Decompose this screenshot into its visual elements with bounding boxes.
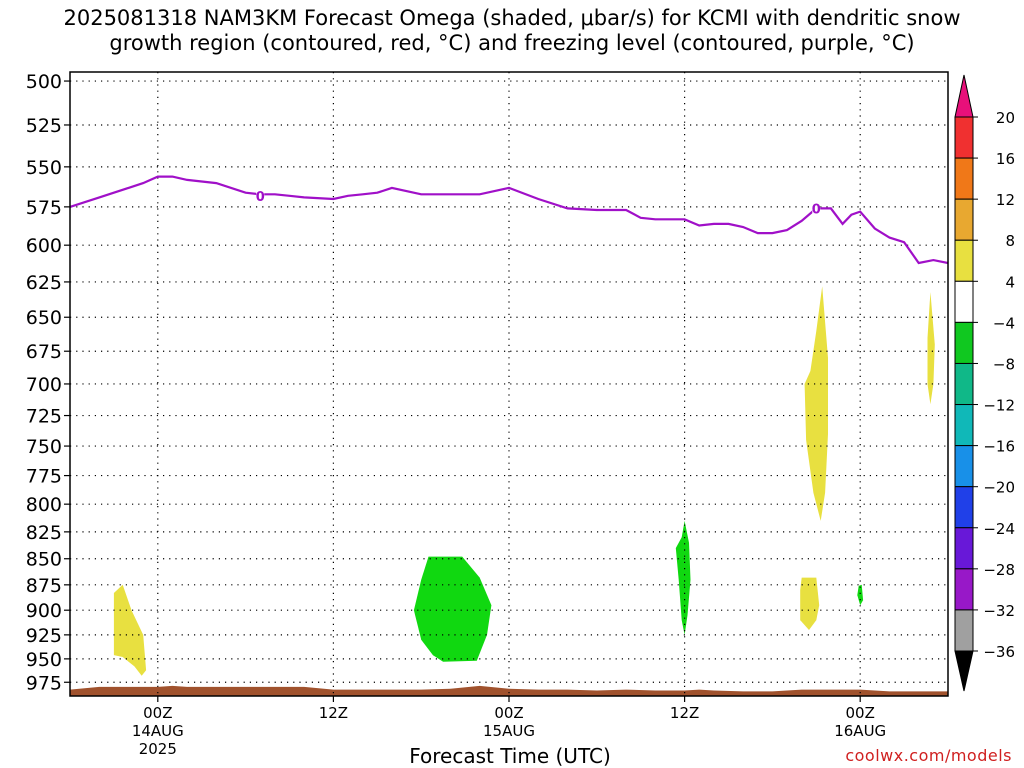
- colorbar-box-11: [954, 568, 974, 611]
- y-tick-label-825: 825: [26, 522, 62, 544]
- grid-lines: [70, 72, 948, 696]
- y-tick-label-575: 575: [26, 197, 62, 219]
- y-tick-label-850: 850: [26, 549, 62, 571]
- colorbar-label-9: −20: [983, 479, 1015, 497]
- y-tick-label-550: 550: [26, 157, 62, 179]
- colorbar-label-12: −32: [983, 602, 1015, 620]
- colorbar-label-7: −12: [983, 397, 1015, 415]
- freezing-level-label-0: 0: [256, 190, 265, 205]
- x-tick-label-24-1: 00Z: [494, 704, 523, 722]
- freezing-label-bg-0: [256, 188, 265, 203]
- colorbar-label-2: 12: [996, 191, 1015, 209]
- y-tick-label-525: 525: [26, 115, 62, 137]
- y-tick-label-700: 700: [26, 374, 62, 396]
- y-axis: 500 525 550 575 600 625 650 675 700 725 750 775 800 8…: [26, 71, 70, 694]
- y-tick-label-675: 675: [26, 341, 62, 363]
- x-tick-label-0-3: 2025: [139, 740, 177, 758]
- colorbar-box-0: [954, 116, 974, 159]
- omega-region-5: [857, 584, 864, 606]
- x-tick-label-36-1: 12Z: [670, 704, 699, 722]
- omega-regions: [70, 286, 948, 696]
- colorbar-label-6: −8: [993, 355, 1015, 373]
- colorbar-label-1: 16: [996, 150, 1015, 168]
- x-tick-label-24-2: 15AUG: [483, 722, 535, 740]
- colorbar-box-6: [954, 362, 974, 406]
- y-tick-label-750: 750: [26, 436, 62, 458]
- y-tick-label-975: 975: [26, 672, 62, 694]
- chart-title: 2025081318 NAM3KM Forecast Omega (shaded…: [0, 6, 1024, 56]
- x-tick-label-0-1: 00Z: [143, 704, 172, 722]
- colorbar-box-9: [954, 486, 974, 529]
- y-tick-label-800: 800: [26, 494, 62, 516]
- colorbar-label-11: −28: [983, 561, 1015, 579]
- colorbar-box-1: [954, 157, 974, 200]
- freezing-label-bg-1: [812, 201, 821, 216]
- omega-colorbar: 20 16 12 8 4 −4 −8 −12 −16 −20 −24 −28 −32 −36: [954, 74, 1015, 692]
- y-tick-label-925: 925: [26, 625, 62, 647]
- x-tick-label-48-2: 16AUG: [834, 722, 886, 740]
- y-tick-label-900: 900: [26, 600, 62, 622]
- omega-region-4: [800, 577, 820, 630]
- x-tick-label-48-1: 00Z: [846, 704, 875, 722]
- colorbar-label-0: 20: [996, 109, 1015, 127]
- chart-title-line2: growth region (contoured, red, °C) and f…: [109, 31, 915, 55]
- x-tick-label-0-2: 14AUG: [132, 722, 184, 740]
- y-tick-label-625: 625: [26, 272, 62, 294]
- x-axis-label: Forecast Time (UTC): [409, 744, 611, 768]
- y-tick-label-950: 950: [26, 649, 62, 671]
- colorbar-box-2: [954, 198, 974, 241]
- colorbar-box-3: [954, 239, 974, 282]
- omega-region-3: [804, 286, 828, 521]
- colorbar-label-5: −4: [993, 314, 1015, 332]
- colorbar-box-7: [954, 404, 974, 447]
- colorbar-label-3: 8: [1005, 232, 1015, 250]
- x-tick-label-12-1: 12Z: [319, 704, 348, 722]
- omega-region-6: [927, 292, 935, 405]
- y-tick-label-875: 875: [26, 575, 62, 597]
- y-tick-label-600: 600: [26, 235, 62, 257]
- omega-region-2: [675, 520, 691, 635]
- y-tick-label-725: 725: [26, 406, 62, 428]
- y-tick-label-775: 775: [26, 466, 62, 488]
- colorbar-label-10: −24: [983, 520, 1015, 538]
- colorbar-label-8: −16: [983, 438, 1015, 456]
- freezing-level-line: [70, 175, 948, 265]
- colorbar-label-13: −36: [983, 643, 1015, 661]
- credit-text: coolwx.com/models: [845, 746, 1012, 765]
- omega-region-1: [413, 556, 492, 662]
- chart-title-line1: 2025081318 NAM3KM Forecast Omega (shaded…: [63, 6, 961, 30]
- colorbar-bottom-arrow: [954, 650, 974, 692]
- colorbar-box-8: [954, 445, 974, 488]
- omega-region-0: [113, 584, 147, 676]
- colorbar-box-5: [954, 321, 974, 364]
- colorbar-box-10: [954, 527, 974, 570]
- freezing-level-label-1: 0: [812, 202, 821, 217]
- colorbar-label-4: 4: [1005, 273, 1015, 291]
- colorbar-box-12: [954, 609, 974, 652]
- terrain-area: [70, 685, 948, 696]
- colorbar-box-4: [954, 280, 974, 323]
- colorbar-top-arrow: [954, 74, 974, 118]
- y-tick-label-650: 650: [26, 307, 62, 329]
- y-tick-label-500: 500: [26, 71, 62, 93]
